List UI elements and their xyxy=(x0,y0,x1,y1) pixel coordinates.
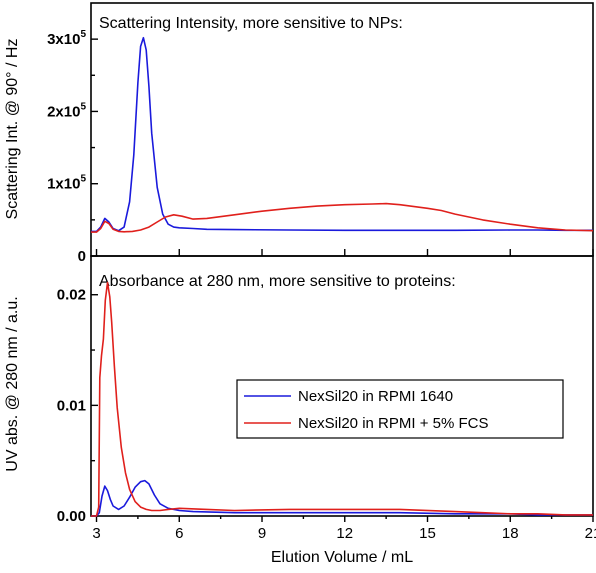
top-panel-ticks: 0 1x105 2x105 3x105 xyxy=(47,29,594,265)
top-series-rpmi-fcs xyxy=(91,202,594,233)
top-y-tick-label: 0 xyxy=(78,248,86,265)
legend: NexSil20 in RPMI 1640 NexSil20 in RPMI +… xyxy=(236,379,564,439)
top-y-axis-label: Scattering Int. @ 90° / Hz xyxy=(4,39,21,220)
bottom-y-tick-label: 0.02 xyxy=(57,287,86,304)
bottom-panel-frame xyxy=(90,255,594,517)
top-y-tick-label: 3x105 xyxy=(47,29,86,48)
top-panel-annotation: Scattering Intensity, more sensitive to … xyxy=(99,15,403,32)
bottom-y-tick-label: 0.00 xyxy=(57,508,86,525)
x-tick-label: 6 xyxy=(175,525,183,542)
bottom-panel-series xyxy=(91,281,593,517)
bottom-y-tick-label: 0.01 xyxy=(57,397,86,414)
top-panel-series xyxy=(91,36,594,233)
x-axis-label: Elution Volume / mL xyxy=(271,549,413,566)
x-tick-label: 12 xyxy=(336,525,353,542)
top-y-tick-label: 1x105 xyxy=(47,174,86,193)
bottom-panel-annotation: Absorbance at 280 nm, more sensitive to … xyxy=(99,273,456,290)
bottom-series-rpmi-1640 xyxy=(91,479,593,517)
bottom-series-rpmi-fcs xyxy=(91,281,593,517)
top-panel-frame xyxy=(90,2,594,257)
legend-label-rpmi-fcs: NexSil20 in RPMI + 5% FCS xyxy=(298,415,488,432)
bottom-panel-ticks: 0.00 0.01 0.02 3 6 9 12 15 18 21 xyxy=(57,287,596,542)
legend-box xyxy=(236,379,564,439)
top-y-tick-label: 2x105 xyxy=(47,101,86,120)
x-tick-label: 3 xyxy=(92,525,100,542)
bottom-y-axis-label: UV abs. @ 280 nm / a.u. xyxy=(4,296,21,471)
x-tick-label: 9 xyxy=(258,525,266,542)
legend-label-rpmi-1640: NexSil20 in RPMI 1640 xyxy=(298,388,453,405)
top-series-rpmi-1640 xyxy=(91,36,593,233)
x-tick-label: 18 xyxy=(502,525,519,542)
x-tick-label: 21 xyxy=(585,525,596,542)
x-tick-label: 15 xyxy=(419,525,436,542)
